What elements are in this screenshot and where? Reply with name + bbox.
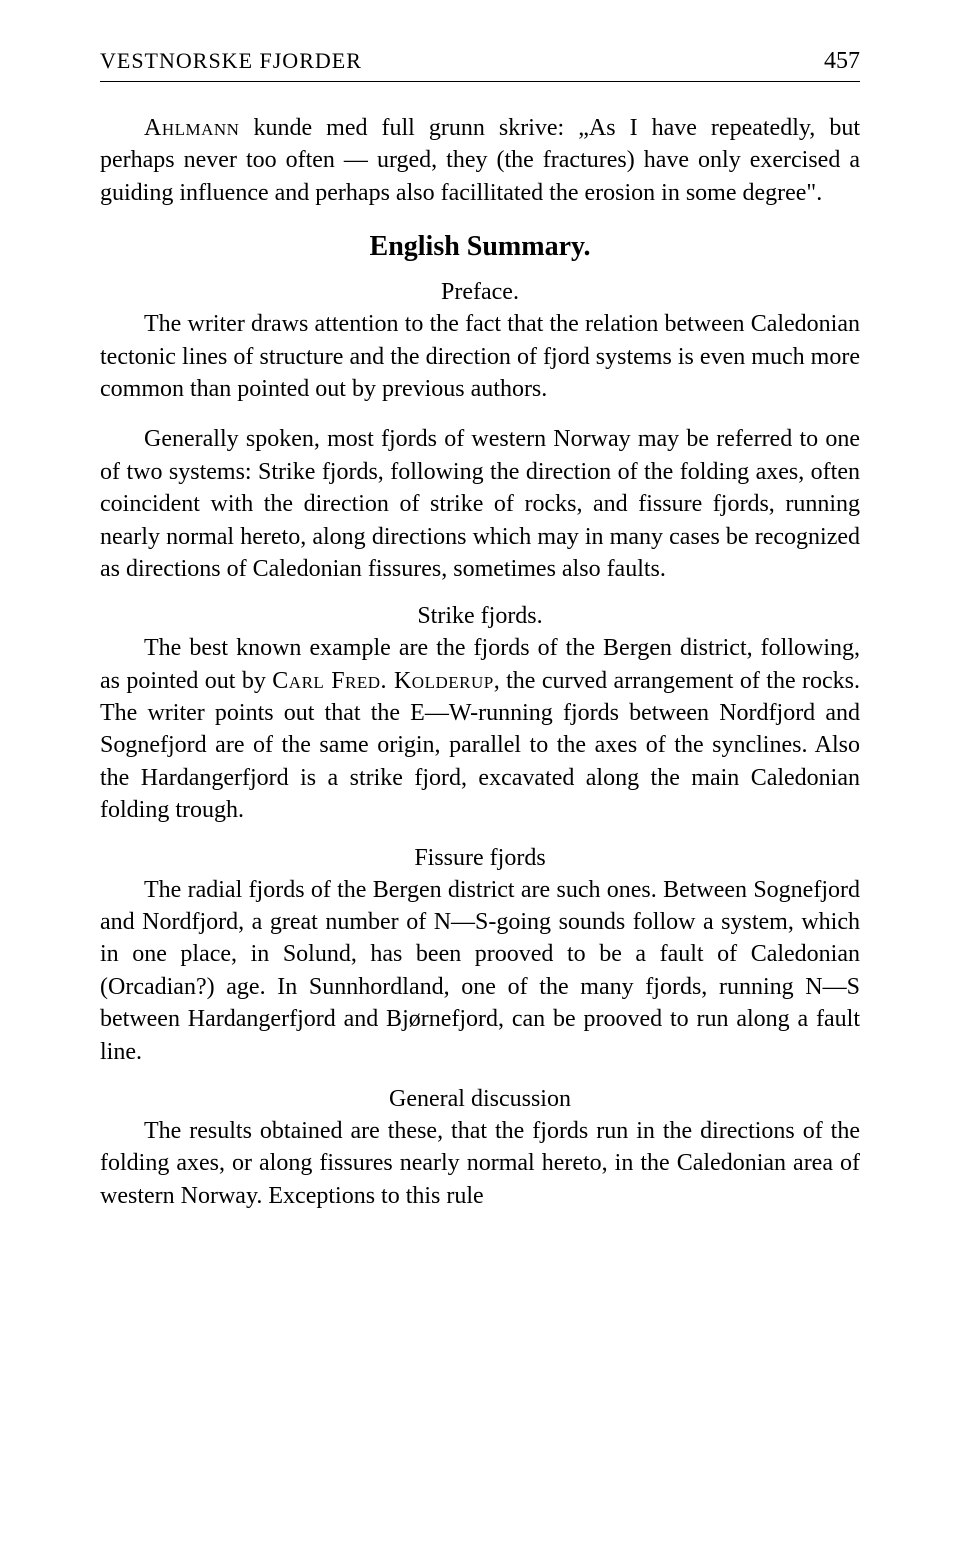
page-number: 457 <box>824 48 860 75</box>
author-name: Ahlmann <box>144 115 239 141</box>
intro-paragraph: Ahlmann kunde med full grunn skrive: „As… <box>100 112 860 209</box>
fissure-paragraph: The radial fjords of the Bergen district… <box>100 874 860 1068</box>
discussion-paragraph: The results obtained are these, that the… <box>100 1115 860 1212</box>
general-discussion-heading: General discussion <box>100 1086 860 1113</box>
kolderup-name: Carl Fred. Kolderup <box>272 668 493 694</box>
preface-paragraph-1: The writer draws attention to the fact t… <box>100 308 860 405</box>
preface-heading: Preface. <box>100 279 860 306</box>
strike-paragraph: The best known example are the fjords of… <box>100 632 860 826</box>
summary-heading: English Summary. <box>100 231 860 263</box>
header-rule <box>100 81 860 82</box>
strike-fjords-heading: Strike fjords. <box>100 603 860 630</box>
page-header: VESTNORSKE FJORDER 457 <box>100 48 860 75</box>
running-title: VESTNORSKE FJORDER <box>100 48 362 74</box>
preface-paragraph-2: Generally spoken, most fjords of western… <box>100 423 860 585</box>
fissure-fjords-heading: Fissure fjords <box>100 845 860 872</box>
